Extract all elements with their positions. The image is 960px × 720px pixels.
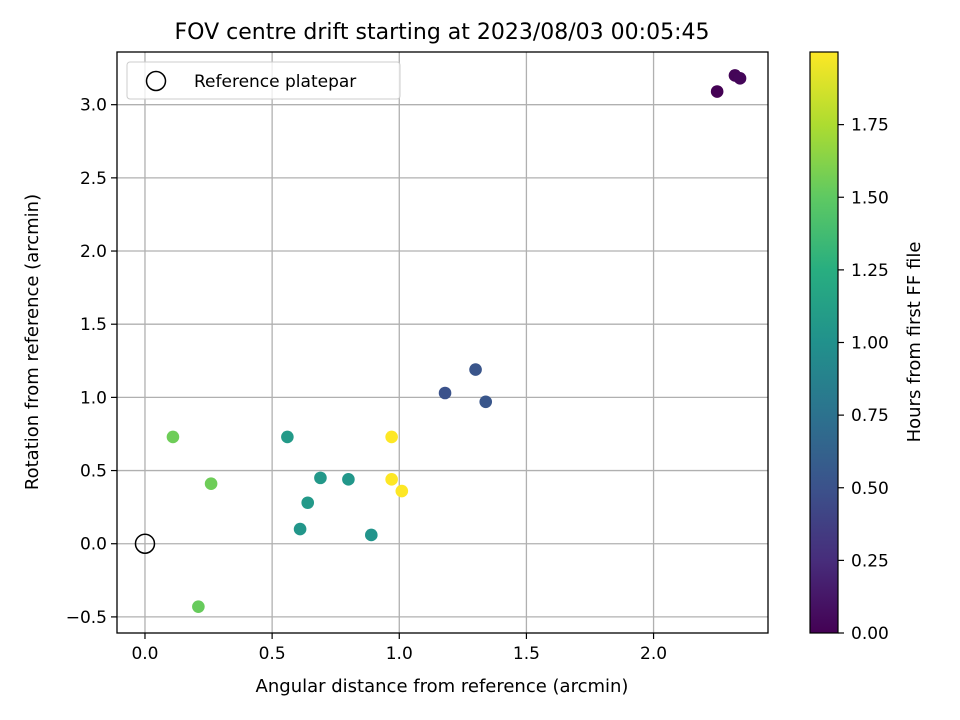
data-point: [281, 430, 294, 444]
data-point: [342, 473, 355, 486]
x-axis-ticks: 0.0 0.5 1.0 1.5 2.0: [131, 633, 667, 664]
colorbar-tick-label: 1.00: [851, 334, 889, 354]
data-point: [385, 473, 398, 486]
colorbar-tick-label: 0.00: [851, 624, 889, 644]
colorbar-tick-label: 0.75: [851, 406, 889, 426]
data-point: [479, 395, 493, 409]
y-tick-label: 2.5: [80, 169, 107, 189]
colorbar-tick-label: 0.25: [851, 551, 889, 571]
y-tick-label: 0.0: [80, 535, 107, 555]
y-tick-label: −0.5: [66, 608, 107, 628]
grid-lines: [117, 52, 768, 633]
legend-box: [126, 61, 401, 100]
data-point: [395, 484, 409, 498]
colorbar: 0.00 0.25 0.50 0.75 1.00 1.25 1.50 1.75 Hours f…: [809, 51, 925, 644]
y-tick-label: 1.0: [80, 388, 107, 408]
data-point: [314, 471, 327, 485]
y-tick-label: 3.0: [80, 96, 107, 116]
x-tick-label: 2.0: [640, 644, 667, 664]
data-point: [192, 600, 205, 613]
data-point: [166, 430, 180, 444]
colorbar-tick-label: 1.25: [851, 261, 889, 281]
x-axis-label: Angular distance from reference (arcmin): [256, 676, 629, 697]
x-tick-label: 0.0: [131, 644, 158, 664]
y-axis-ticks: −0.5 0.0 0.5 1.0 1.5 2.0 2.5 3.0: [66, 96, 117, 628]
colorbar-ticks: 0.00 0.25 0.50 0.75 1.00 1.25 1.50 1.75: [838, 116, 889, 644]
y-axis-label: Rotation from reference (arcmin): [22, 194, 43, 490]
y-tick-label: 2.0: [80, 242, 107, 262]
data-point: [710, 85, 724, 98]
data-point: [469, 363, 482, 376]
y-tick-label: 0.5: [80, 462, 107, 482]
legend-marker-open-circle: [145, 70, 167, 92]
reference-platepar-layer: [134, 533, 156, 554]
colorbar-label: Hours from first FF file: [904, 242, 925, 443]
data-point: [733, 72, 747, 85]
data-point: [293, 522, 307, 536]
data-point: [364, 528, 378, 542]
x-tick-label: 0.5: [259, 644, 286, 664]
data-point: [301, 496, 315, 510]
x-tick-label: 1.0: [386, 644, 413, 664]
data-point: [438, 386, 452, 400]
legend: Reference platepar: [126, 61, 401, 100]
plot-background: [117, 52, 768, 633]
reference-platepar-marker: [134, 533, 156, 554]
colorbar-tick-label: 0.50: [851, 479, 889, 499]
colorbar-tick-label: 1.75: [851, 116, 889, 136]
data-points: [166, 69, 747, 613]
chart-title: FOV centre drift starting at 2023/08/03 …: [175, 20, 710, 45]
plot-frame: [116, 51, 769, 634]
data-point: [385, 430, 398, 444]
colorbar-tick-label: 1.50: [851, 188, 889, 208]
x-tick-label: 1.5: [513, 644, 540, 664]
y-tick-label: 1.5: [80, 315, 107, 335]
legend-entry-label: Reference platepar: [194, 72, 356, 92]
data-point: [204, 477, 218, 491]
colorbar-gradient: [809, 51, 839, 634]
